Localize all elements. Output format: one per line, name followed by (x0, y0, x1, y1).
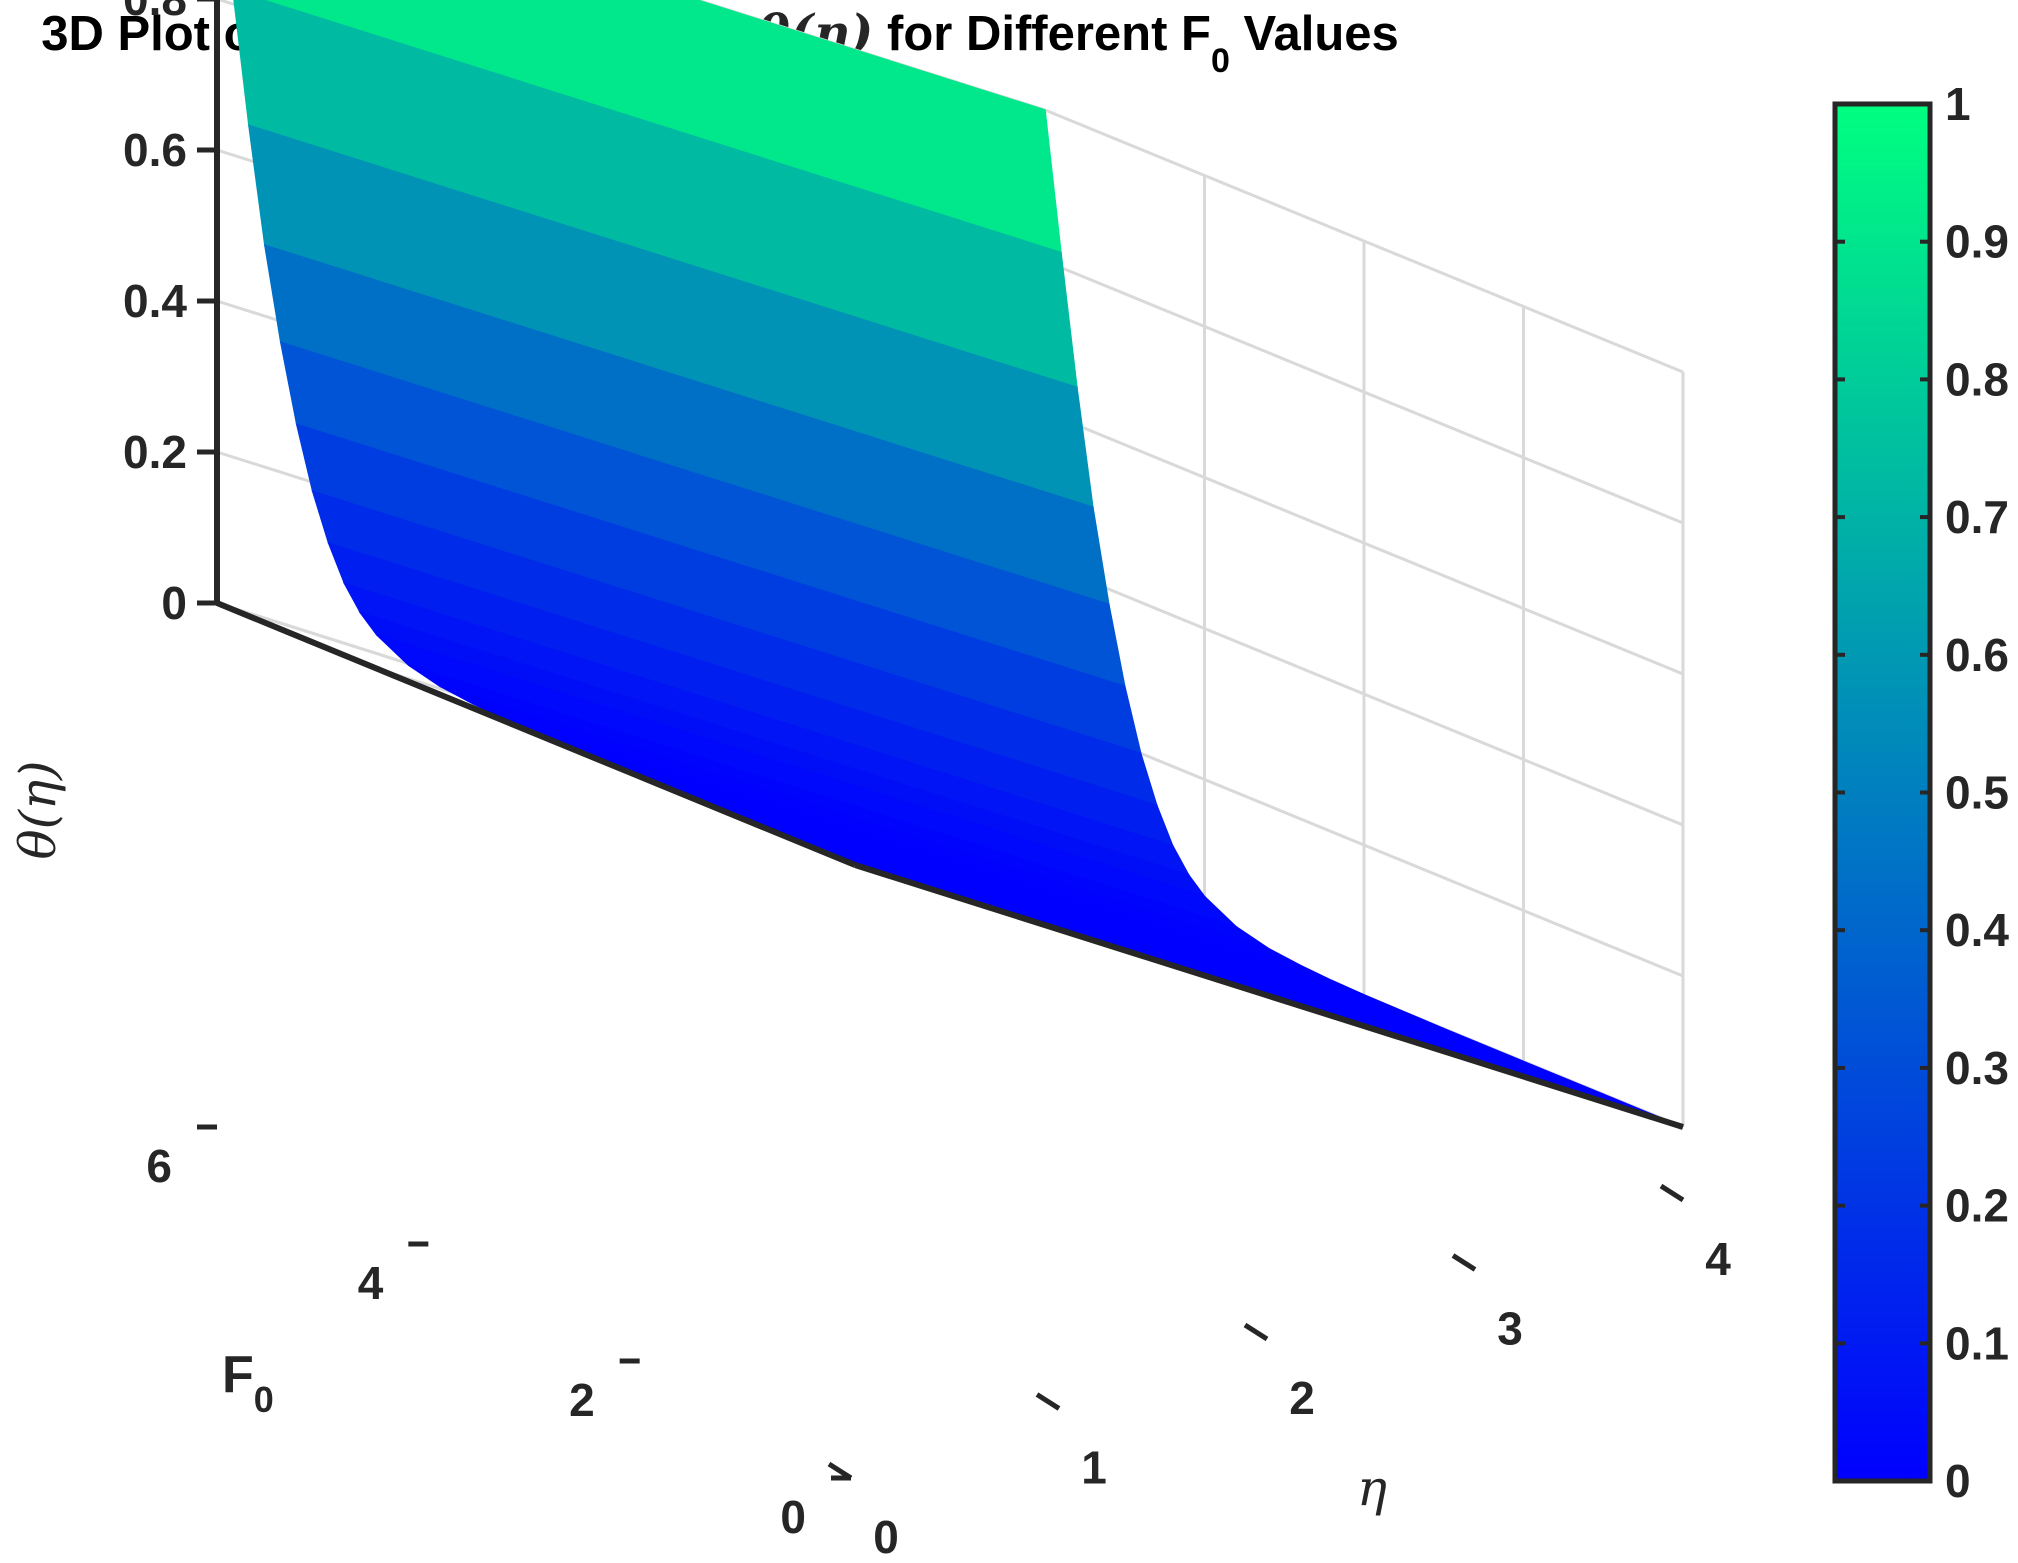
colorbar-tick-label: 0.4 (1945, 904, 2009, 956)
eta-tick-label: 2 (1289, 1372, 1315, 1424)
z-tick-label: 0 (161, 577, 187, 629)
tick-labels: 00.20.40.60.81024601234 (123, 0, 1731, 1563)
colorbar-tick-label: 0.1 (1945, 1317, 2009, 1369)
colorbar-tick-label: 1 (1945, 78, 1971, 130)
colorbar-tick-label: 0.5 (1945, 767, 2009, 819)
z-tick-label: 0.2 (123, 426, 187, 478)
f0-tick-label: 2 (569, 1374, 595, 1426)
y-axis-label: F0 (222, 1346, 274, 1420)
z-tick-label: 0.4 (123, 275, 187, 327)
x-axis-label: η (1357, 1459, 1387, 1517)
eta-tick (1243, 1322, 1269, 1342)
colorbar-tick-label: 0.9 (1945, 216, 2009, 268)
colorbar-tick-label: 0.3 (1945, 1042, 2009, 1094)
z-tick-label: 0.6 (123, 124, 187, 176)
colorbar-tick-label: 0.7 (1945, 491, 2009, 543)
colorbar-ticks: 0 0.1 0.2 0.3 0.4 0.5 0.6 0.7 0.8 0.9 1 (1835, 78, 2009, 1507)
eta-tick-label: 1 (1081, 1442, 1107, 1494)
f0-tick-label: 0 (780, 1491, 806, 1543)
colorbar-tick-label: 0.2 (1945, 1180, 2009, 1232)
eta-tick (827, 1461, 853, 1481)
colorbar-tick-label: 0 (1945, 1455, 1971, 1507)
z-tick-label: 0.8 (123, 0, 187, 25)
f0-tick-label: 6 (146, 1140, 172, 1192)
axes (214, 0, 1684, 1130)
f0-axis-line (215, 600, 857, 868)
eta-tick-label: 0 (873, 1511, 899, 1563)
colorbar-tick-label: 0.6 (1945, 629, 2009, 681)
eta-tick (1659, 1183, 1685, 1203)
colorbar-tick-label: 0.8 (1945, 353, 2009, 405)
z-axis-label: θ(η) (9, 760, 67, 859)
eta-tick-label: 3 (1497, 1303, 1523, 1355)
eta-tick (1451, 1253, 1477, 1272)
f0-tick-label: 4 (358, 1257, 384, 1309)
eta-axis-line (854, 862, 1684, 1130)
eta-tick (1035, 1392, 1061, 1411)
temperature-surface (233, 0, 1684, 1128)
eta-tick-label: 4 (1705, 1233, 1731, 1285)
colorbar (1832, 101, 1933, 1484)
